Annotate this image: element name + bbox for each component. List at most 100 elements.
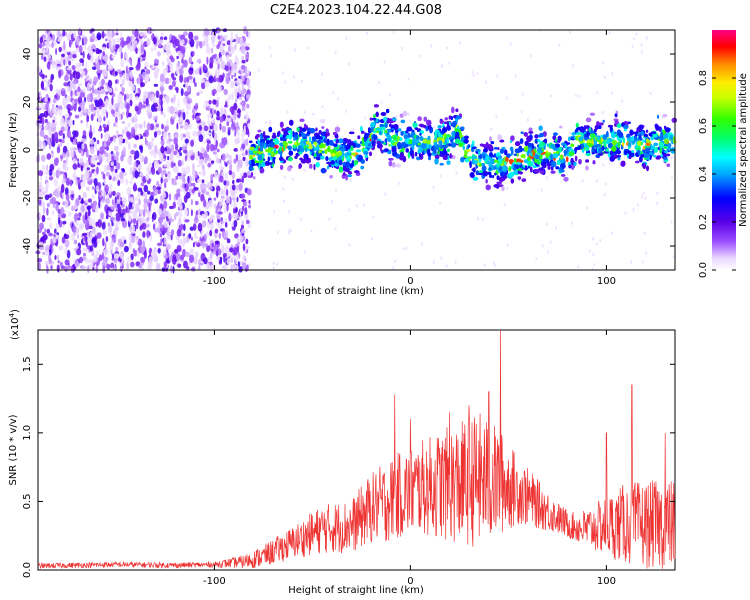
- spectrogram-cell: [121, 120, 126, 125]
- spectrogram-cell: [207, 220, 210, 229]
- spectrogram-cell: [115, 173, 119, 182]
- spectrogram-cell: [117, 238, 123, 243]
- spectrogram-cell: [236, 196, 239, 203]
- spectrogram-cell: [245, 93, 251, 100]
- spectrogram-cell: [180, 113, 183, 118]
- spectrogram-cell: [134, 96, 139, 101]
- spectrogram-cell: [231, 171, 236, 180]
- spectrogram-cell: [225, 195, 231, 204]
- spectrogram-cell: [69, 147, 75, 152]
- spectrogram-cell: [134, 197, 139, 202]
- spectrogram-cell: [169, 50, 172, 55]
- spectrogram-cell: [91, 218, 96, 227]
- spectrogram-cell: [135, 64, 141, 71]
- spectrogram-cell: [397, 181, 400, 185]
- spectrogram-cell: [106, 263, 111, 270]
- spectrogram-cell: [146, 229, 150, 239]
- spectrogram-cell: [88, 107, 92, 115]
- spectrogram-cell: [185, 131, 191, 137]
- spectrogram-cell: [282, 71, 285, 75]
- spectrogram-cell: [182, 111, 186, 121]
- spectrogram-cell: [127, 122, 131, 128]
- spectrogram-cell: [53, 157, 59, 166]
- spectrogram-cell: [195, 115, 200, 121]
- spectrogram-cell: [194, 82, 197, 87]
- spectrogram-cell: [79, 111, 83, 118]
- spectrogram-cell: [122, 111, 125, 115]
- spectrogram-cell: [239, 37, 244, 46]
- spectrogram-cell: [95, 185, 100, 192]
- spectrogram-cell: [85, 255, 88, 264]
- spectrogram-cell: [130, 196, 134, 203]
- spectrogram-cell: [152, 223, 156, 230]
- spectrogram-cell: [78, 106, 82, 113]
- spectrogram-cell: [191, 188, 195, 194]
- spectrogram-cell: [139, 225, 143, 231]
- spectrogram-cell: [608, 31, 611, 35]
- spectrogram-cell: [242, 254, 247, 261]
- spectrogram-cell: [520, 109, 523, 114]
- spectrogram-cell: [100, 80, 104, 88]
- spectrogram-cell: [147, 27, 151, 35]
- spectrogram-cell: [145, 97, 149, 106]
- spectrogram-cell: [246, 264, 249, 272]
- spectrogram-cell: [87, 259, 91, 264]
- spectrogram-cell: [644, 196, 647, 200]
- spectrogram-cell: [200, 121, 205, 126]
- spectrogram-cell: [150, 141, 154, 148]
- spectrogram-cell: [110, 151, 114, 155]
- spectrogram-cell: [140, 245, 146, 253]
- spectrogram-cell: [224, 161, 226, 166]
- spectrogram-cell: [503, 203, 506, 207]
- spectrogram-cell: [454, 260, 457, 264]
- spectrogram-cell: [603, 192, 606, 197]
- spectrogram-cell: [175, 175, 179, 180]
- spectrogram-cell: [134, 154, 137, 161]
- spectrogram-cell: [163, 178, 169, 184]
- spectrogram-cell: [671, 176, 674, 180]
- spectrogram-cell: [123, 239, 127, 244]
- spectrogram-cell: [87, 237, 93, 244]
- spectrogram-cell: [430, 44, 433, 48]
- spectrogram-cell: [101, 251, 104, 261]
- spectrogram-cell: [231, 108, 235, 116]
- spectrogram-cell: [38, 241, 44, 247]
- spectrogram-cell: [37, 228, 42, 234]
- spectrogram-cell: [226, 238, 231, 244]
- spectrogram-cell: [138, 145, 143, 150]
- spectrogram-cell: [65, 58, 68, 65]
- spectrogram-cell: [44, 170, 50, 175]
- spectrogram-cell: [179, 117, 183, 123]
- spectrogram-cell: [198, 171, 202, 176]
- spectrogram-cell: [355, 204, 358, 208]
- spectrogram-cell: [126, 103, 130, 111]
- spectrogram-cell: [204, 157, 208, 164]
- spectrogram-cell: [105, 171, 110, 177]
- spectrogram-cell: [51, 210, 55, 216]
- spectrogram-cell: [162, 169, 167, 175]
- spectrogram-cell: [440, 256, 443, 260]
- spectrogram-cell: [549, 94, 552, 98]
- spectrogram-cell: [177, 149, 181, 153]
- spectrogram-cell: [155, 262, 161, 272]
- spectrogram-cell: [123, 93, 127, 102]
- spectrogram-cell: [65, 151, 71, 158]
- spectrogram-cell: [549, 240, 552, 244]
- spectrogram-cell: [189, 254, 194, 264]
- spectrogram-cell: [189, 79, 195, 84]
- spectrogram-cell: [198, 90, 204, 94]
- spectrogram-cell: [218, 232, 222, 239]
- spectrogram-cell: [192, 113, 195, 121]
- spectrogram-cell: [85, 186, 90, 191]
- spectrogram-cell: [621, 99, 624, 103]
- spectrogram-cell: [52, 137, 55, 145]
- spectrogram-cell: [202, 63, 206, 71]
- spectrogram-cell: [76, 91, 81, 97]
- spectrogram-cell: [40, 80, 45, 89]
- spectrogram-cell: [227, 94, 232, 101]
- spectrogram-cell: [190, 182, 196, 187]
- spectrogram-cell: [124, 52, 129, 59]
- spectrogram-cell: [125, 65, 128, 75]
- spectrogram-cell: [45, 249, 50, 257]
- spectrogram-cell: [514, 74, 517, 78]
